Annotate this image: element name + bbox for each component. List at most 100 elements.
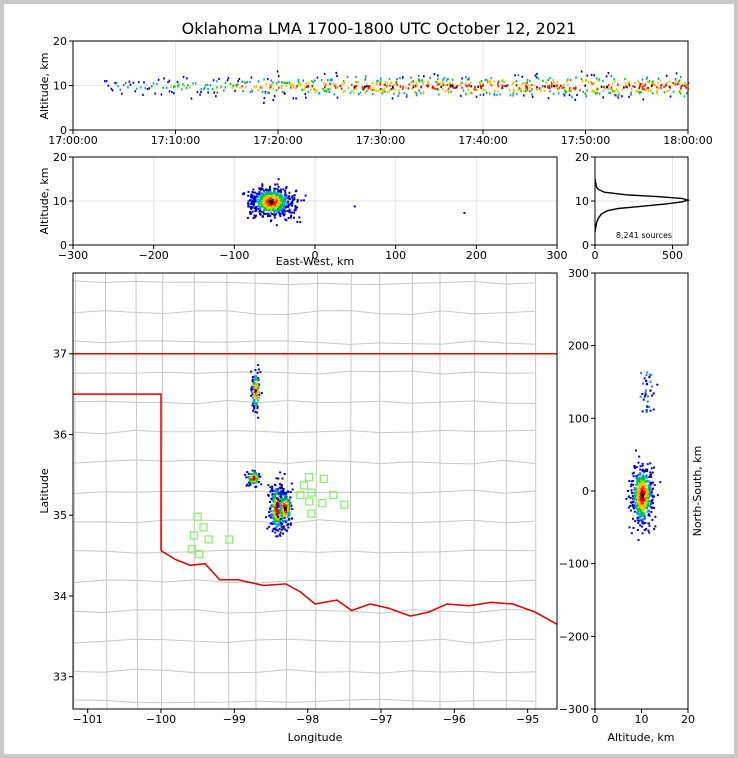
north-south-source [639,395,642,398]
north-south-source [637,492,640,495]
map-source [275,523,278,526]
east-west-source [252,191,255,194]
time-xtick-label: 18:00:00 [663,134,712,147]
time-height-source [674,83,677,86]
map-source [255,476,258,479]
map-source [245,484,248,487]
time-height-source [517,87,520,90]
map-source [258,393,261,396]
north-south-source [652,408,655,411]
east-west-source [274,207,277,210]
time-height-source [407,87,410,90]
north-south-source [639,468,642,471]
lma-station-marker [340,500,349,509]
time-height-source [173,85,176,88]
east-west-source [272,213,275,216]
east-west-source [251,196,254,199]
north-south-source [650,475,653,478]
time-height-source [127,86,129,89]
time-height-source [384,81,387,84]
time-height-source [615,94,617,97]
north-south-source [649,389,652,392]
time-height-source [523,81,526,85]
east-west-source [279,201,282,204]
map-source [280,510,283,513]
east-west-source [266,191,269,194]
map-source [272,489,275,492]
east-west-source [278,196,281,199]
north-south-source [638,480,641,483]
time-height-source [275,82,278,85]
time-height-source [655,86,658,89]
map-source [288,499,291,502]
time-height-source [571,95,573,98]
time-height-source [447,87,450,90]
map-source [271,513,274,516]
time-height-source [314,90,316,94]
north-south-source [642,497,645,500]
north-south-source [646,371,649,374]
time-height-source [549,77,551,80]
north-south-source [629,509,632,512]
time-height-source [143,81,145,84]
map-source [273,520,276,523]
ew-ytick-label: 20 [53,151,67,164]
time-height-source [202,88,205,91]
north-south-source [634,501,637,504]
time-height-source [365,89,368,92]
map-source [255,396,258,399]
map-source [275,488,278,491]
north-south-source [636,501,639,504]
lma-station-marker [329,490,338,500]
time-height-source [412,79,414,83]
north-south-source [645,480,648,483]
north-south-source [638,501,641,504]
map-source [251,378,254,381]
north-south-source [649,486,652,489]
time-height-source [418,80,421,83]
north-south-source [646,498,649,501]
time-height-source [445,79,448,82]
time-height-source [621,88,624,91]
north-south-source [645,495,648,498]
east-west-source [250,212,253,215]
time-height-source [517,74,520,77]
time-height-source [490,77,493,80]
north-south-source [644,521,647,524]
north-south-source [641,410,644,413]
time-height-source [200,90,202,94]
time-height-source [655,91,658,94]
east-west-source [275,201,278,204]
north-south-source [651,494,654,497]
time-height-source [415,92,418,95]
north-south-source [636,503,639,506]
time-height-source [675,80,677,83]
time-height-source [206,83,209,86]
north-south-source [646,468,649,471]
time-height-source [660,86,662,90]
lma-station-marker [299,481,309,490]
time-height-source [264,91,267,95]
map-source [274,490,277,493]
map-ytick-label: 35 [53,509,67,522]
map-source [273,517,276,520]
north-south-source [638,487,641,490]
time-height-source [283,81,285,84]
time-height-source [593,90,595,93]
county-line [72,280,536,286]
time-height-source [234,89,236,92]
time-height-source [365,84,368,88]
time-height-source [482,93,485,96]
lma-station-marker [187,544,196,554]
time-height-source [135,87,138,90]
east-west-source [258,200,261,203]
time-height-source [211,87,214,90]
time-height-source [634,81,636,85]
time-height-source [614,89,616,92]
time-height-source [379,87,382,91]
time-height-source [433,73,436,76]
time-height-source [266,78,269,81]
time-height-source [659,79,662,82]
north-south-source [635,504,638,507]
map-source [253,383,256,386]
